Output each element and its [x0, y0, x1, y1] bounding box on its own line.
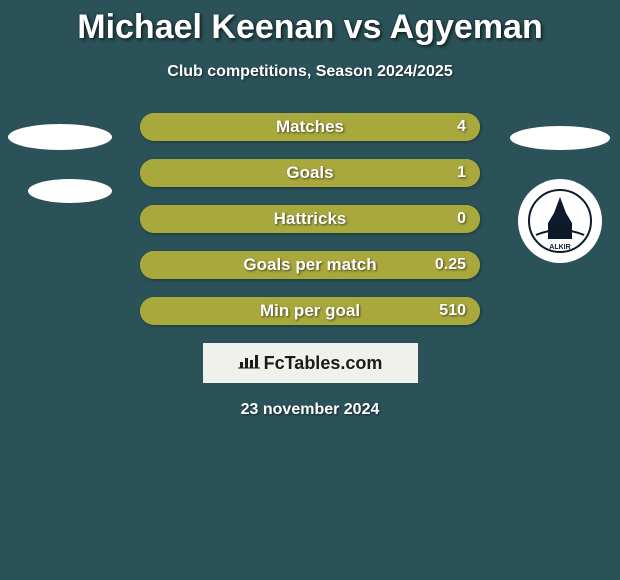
bar-value: 4 [457, 113, 466, 141]
bar-value: 510 [439, 297, 466, 325]
bar-value: 0.25 [435, 251, 466, 279]
bar-value: 1 [457, 159, 466, 187]
brand-text: FcTables.com [264, 353, 383, 374]
footer-date: 23 november 2024 [0, 401, 620, 419]
bar-fill [140, 113, 480, 141]
bar-min-per-goal: Min per goal 510 [140, 297, 480, 325]
bar-goals: Goals 1 [140, 159, 480, 187]
bar-fill [140, 297, 480, 325]
bar-goals-per-match: Goals per match 0.25 [140, 251, 480, 279]
stats-bars: Matches 4 Goals 1 Hattricks 0 Goals per … [0, 113, 620, 325]
bar-fill [140, 251, 480, 279]
bar-value: 0 [457, 205, 466, 233]
brand-box: FcTables.com [203, 343, 418, 383]
chart-icon [238, 352, 260, 375]
bar-matches: Matches 4 [140, 113, 480, 141]
brand-logo: FcTables.com [238, 352, 383, 375]
bar-fill [140, 159, 480, 187]
page-title: Michael Keenan vs Agyeman [0, 0, 620, 47]
bar-fill [140, 205, 480, 233]
page-subtitle: Club competitions, Season 2024/2025 [0, 63, 620, 81]
bar-hattricks: Hattricks 0 [140, 205, 480, 233]
